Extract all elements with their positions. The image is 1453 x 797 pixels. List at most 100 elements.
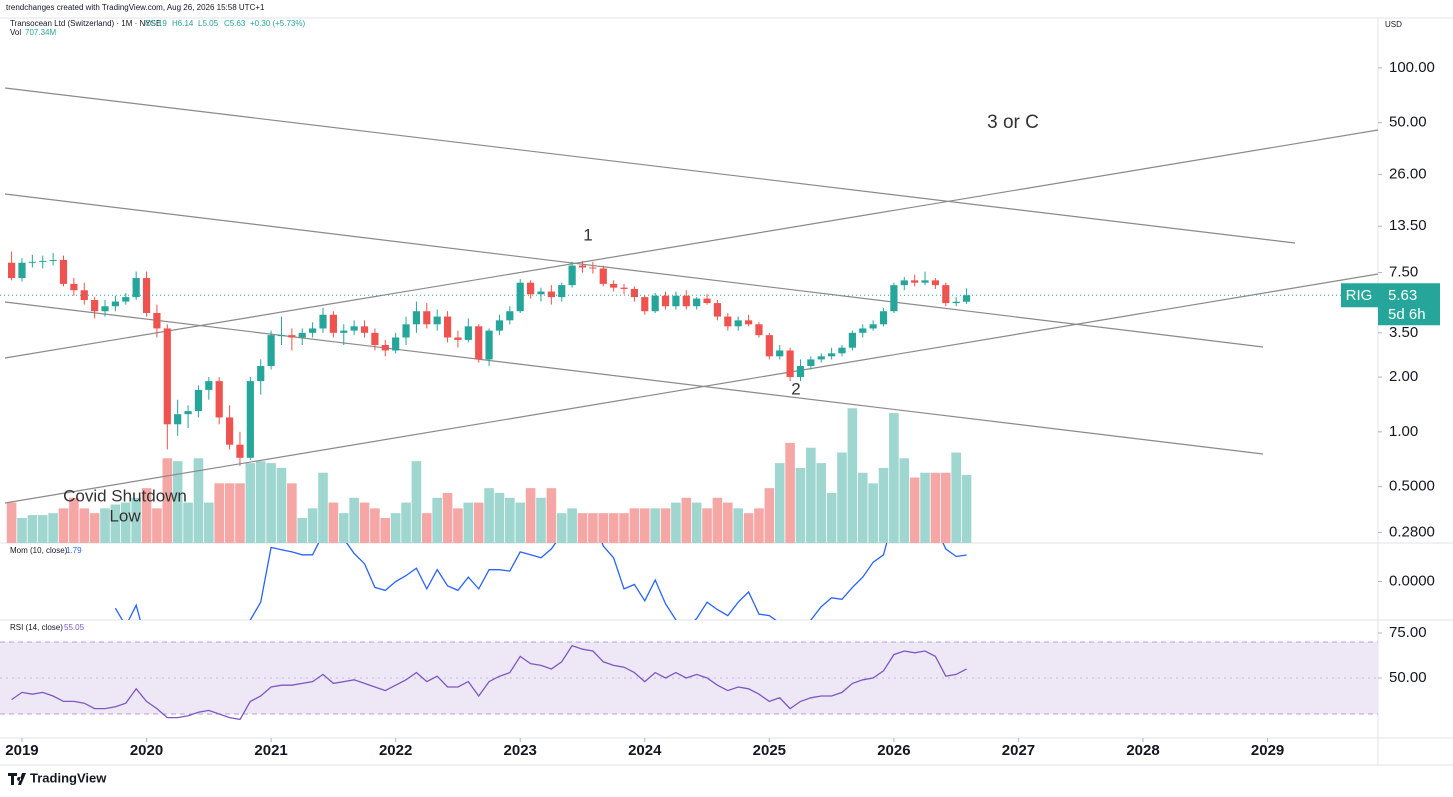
volume-bar	[577, 513, 588, 543]
candle-body	[641, 297, 649, 312]
volume-bar	[183, 502, 193, 543]
x-tick-label: 2024	[628, 742, 662, 759]
candle-body	[744, 320, 753, 325]
volume-bar	[89, 513, 100, 543]
candle-body	[848, 332, 856, 348]
candle-body	[392, 337, 400, 351]
candle-body	[412, 311, 421, 325]
rsi-line	[11, 644, 967, 721]
volume-bar	[639, 508, 650, 543]
volume-bar	[37, 515, 48, 543]
y-tick-label: 0.5000	[1389, 478, 1435, 495]
rsi-band-layer	[0, 641, 1378, 715]
candle-body	[578, 265, 587, 268]
axes: 100.00 50.00 26.00 13.50 7.50 3.50 2.00 1.00 0.5…	[5, 59, 1440, 759]
volume-bar	[691, 502, 702, 543]
ohlc: L5.05	[198, 19, 219, 28]
candle-body	[527, 282, 535, 295]
volume-bar	[837, 452, 847, 543]
price-badge	[1378, 283, 1440, 326]
annotation: 1	[583, 225, 592, 244]
volume-bar	[422, 513, 432, 543]
volume-bar	[723, 502, 733, 543]
y-tick-label: 100.00	[1389, 59, 1435, 76]
candle-body	[724, 316, 732, 327]
volume-label: Vol	[10, 28, 21, 37]
trend-line	[4, 129, 1378, 359]
volume-bar	[629, 508, 640, 543]
candle-body	[111, 301, 119, 307]
volume-bar	[733, 508, 743, 543]
candle-body	[39, 260, 47, 262]
volume-bar	[484, 488, 494, 543]
candle-body	[464, 326, 472, 340]
volume-bar	[235, 483, 245, 543]
volume-bar	[546, 488, 557, 543]
x-tick-label: 2022	[379, 742, 412, 759]
candle-body	[184, 411, 192, 415]
volume-bar	[515, 502, 526, 543]
volume-bar	[930, 472, 941, 543]
volume-bar	[307, 508, 318, 543]
candle-body	[174, 414, 182, 425]
volume-bar	[878, 467, 889, 543]
volume-bar	[951, 452, 961, 543]
candle-body	[309, 328, 317, 333]
volume-bar	[785, 442, 795, 543]
candle-body	[838, 347, 846, 354]
volume-bar	[120, 502, 131, 543]
ohlc: C5.63	[224, 19, 246, 28]
volume-bar	[411, 461, 422, 543]
candle-body	[194, 389, 203, 412]
candle-body	[879, 311, 888, 325]
volume-bar	[857, 472, 868, 543]
volume-bar	[287, 483, 297, 543]
candle-body	[28, 261, 36, 263]
candle-body	[911, 280, 919, 283]
volume-bar	[806, 447, 816, 543]
candle-body	[246, 381, 254, 458]
credit: trendchanges created with TradingView.co…	[6, 3, 265, 12]
candle-body	[70, 283, 78, 291]
candle-body	[215, 381, 223, 418]
candle-body	[693, 298, 701, 307]
rsi-layer	[11, 644, 967, 721]
header: trendchanges created with TradingView.co…	[6, 3, 1402, 632]
candle-body	[18, 262, 26, 279]
candle-body	[485, 330, 493, 360]
candle-body	[236, 444, 244, 458]
y-tick-label: 50.00	[1389, 669, 1427, 686]
candle-body	[755, 324, 763, 336]
x-tick-label: 2021	[254, 742, 287, 759]
volume-bar	[754, 508, 764, 543]
volume-bar	[48, 513, 58, 543]
volume-bar	[100, 508, 110, 543]
volume-value: 707.34M	[25, 28, 56, 37]
volume-bar	[318, 472, 328, 543]
volume-bar	[141, 488, 152, 543]
rsi-value: 55.05	[64, 623, 85, 632]
candle-body	[495, 320, 504, 331]
volume-bar	[795, 467, 806, 543]
volume-bar	[172, 461, 183, 543]
candle-body	[734, 320, 742, 327]
symbol: Transocean Ltd (Switzerland) · 1M · NYSE	[10, 19, 161, 28]
y-tick-label: 7.50	[1389, 264, 1418, 281]
candle-body	[962, 295, 971, 302]
volume-bar	[162, 458, 173, 543]
candle-body	[360, 326, 369, 333]
symbol-badge-label: RIG	[1346, 287, 1373, 304]
volume-bar	[556, 513, 567, 543]
candle-body	[672, 295, 680, 307]
brand: TradingView	[30, 770, 107, 785]
volume-bar	[598, 513, 609, 543]
volume-bar	[110, 504, 121, 543]
candle-body	[703, 298, 711, 304]
currency: USD	[1385, 20, 1402, 29]
candle-body	[277, 335, 286, 337]
candle-body	[900, 280, 908, 286]
candle-body	[599, 268, 607, 284]
candle-body	[859, 328, 867, 333]
volume-bar	[224, 483, 235, 543]
candle-body	[475, 326, 483, 360]
